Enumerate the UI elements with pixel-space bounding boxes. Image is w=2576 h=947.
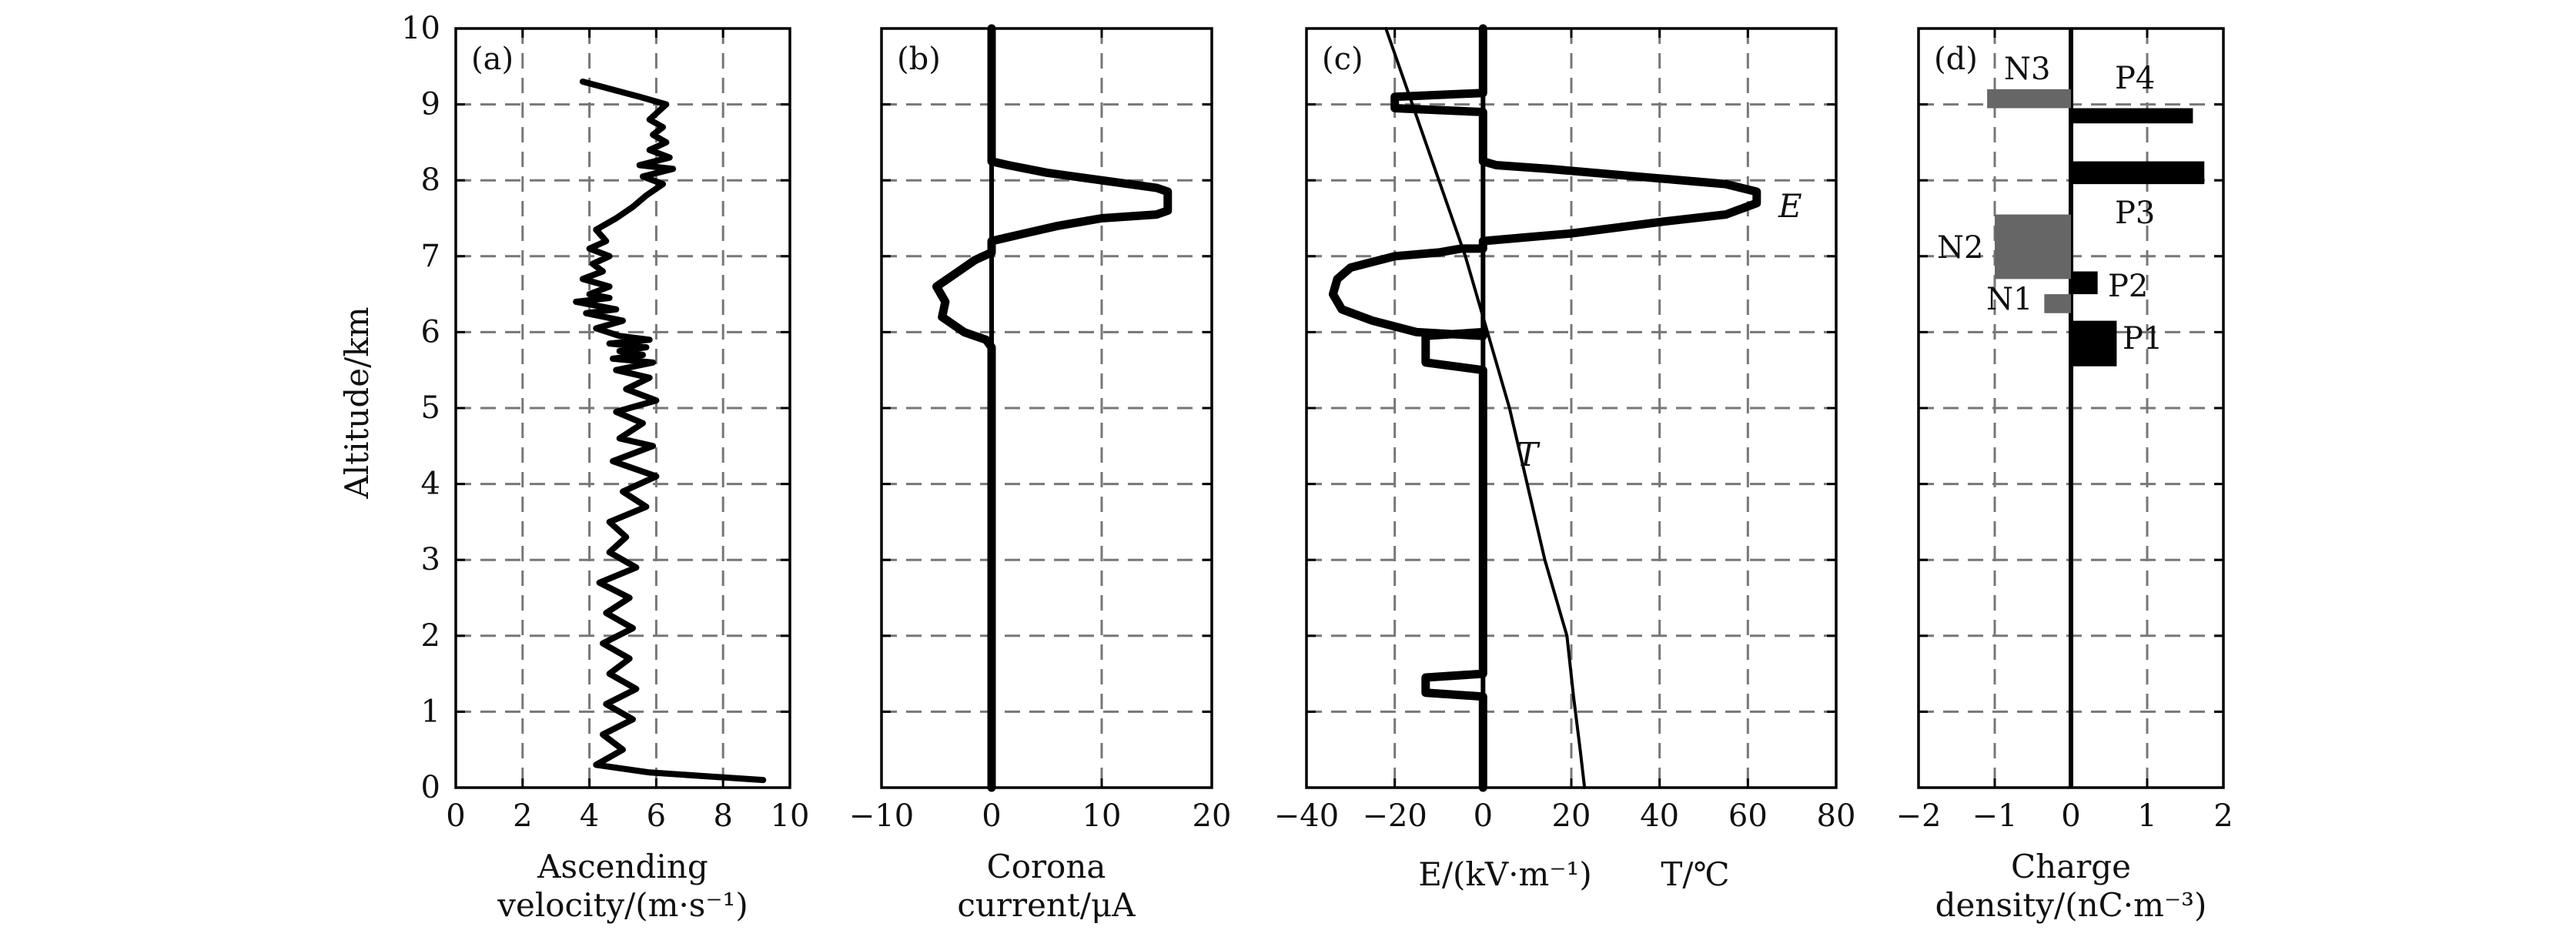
- x-tick-label: 2: [513, 798, 532, 834]
- y-tick-label: 8: [421, 162, 440, 198]
- x-tick-label: −10: [849, 798, 914, 834]
- x-tick-label: 1: [2137, 798, 2156, 834]
- x-tick-label: 2: [2213, 798, 2233, 834]
- x-tick-label: 10: [1082, 798, 1122, 834]
- x-tick-label: 40: [1640, 798, 1679, 834]
- y-axis-title: Altitude/km: [338, 306, 376, 499]
- x-tick-label: 20: [1193, 798, 1232, 834]
- bar-label-N3: N3: [2004, 52, 2050, 87]
- x-tick-label: 0: [2061, 798, 2080, 834]
- bar-label-P2: P2: [2108, 269, 2148, 304]
- bar-P4: [2071, 108, 2193, 124]
- curve-label-T: T: [1517, 436, 1541, 474]
- x-tick-label: 10: [771, 798, 810, 834]
- bar-label-P1: P1: [2123, 321, 2163, 356]
- series-line-E: [1328, 24, 1761, 792]
- x-axis-title-line: Charge: [2011, 848, 2131, 885]
- x-axis-title-line: current/μA: [957, 886, 1136, 924]
- y-tick-label: 10: [401, 11, 440, 46]
- y-tick-label: 4: [421, 467, 440, 502]
- x-tick-label: 0: [1474, 798, 1493, 834]
- bar-N1: [2044, 294, 2071, 313]
- x-axis-title-line: Corona: [987, 848, 1106, 885]
- x-tick-label: 60: [1728, 798, 1768, 834]
- panel-letter: (a): [471, 42, 514, 77]
- bar-label-N2: N2: [1937, 230, 1983, 266]
- panel-c: −40 −20 0 20 40 60 80 (c) E/(kV·m⁻¹) T/℃ E T: [1274, 24, 1856, 893]
- y-tick-label: 9: [421, 87, 440, 122]
- x-tick-label: −40: [1274, 798, 1339, 834]
- series-line: [932, 24, 1173, 792]
- bar-P1: [2071, 320, 2117, 366]
- panel-frame: [1917, 27, 2225, 789]
- panel-frame: [880, 27, 1213, 789]
- bar-label-P4: P4: [2115, 61, 2155, 96]
- series-line: [573, 79, 767, 784]
- bar-P3: [2071, 161, 2205, 185]
- x-tick-label: 4: [580, 798, 599, 834]
- x-axis-title-line: velocity/(m·s⁻¹): [497, 886, 748, 924]
- x-axis-title-line: E/(kV·m⁻¹): [1418, 855, 1592, 893]
- panel-frame: [454, 27, 791, 789]
- panel-letter: (b): [897, 42, 941, 77]
- y-tick-label: 0: [421, 770, 440, 805]
- y-tick-label: 6: [421, 314, 440, 350]
- y-tick-labels: 0 1 2 3 4 5 6 7 8 9 10: [401, 11, 440, 805]
- y-tick-label: 5: [421, 390, 440, 426]
- x-tick-label: 0: [446, 798, 465, 834]
- y-tick-label: 1: [421, 694, 440, 729]
- panel-letter: (d): [1934, 42, 1978, 77]
- bar-N3: [1987, 89, 2071, 109]
- y-tick-label: 3: [421, 542, 440, 577]
- x-tick-label: 20: [1552, 798, 1591, 834]
- y-tick-label: 2: [421, 618, 440, 654]
- x-tick-label: 6: [647, 798, 666, 834]
- x-axis-title-line: Ascending: [537, 848, 708, 885]
- bar-label-N1: N1: [1986, 282, 2032, 317]
- x-tick-label: −20: [1362, 798, 1427, 834]
- x-tick-label: 0: [982, 798, 1001, 834]
- curve-label-E: E: [1778, 187, 1802, 225]
- bar-label-P3: P3: [2115, 196, 2155, 231]
- bar-P2: [2071, 271, 2098, 295]
- panel-frame: [1305, 27, 1838, 789]
- x-axis-title-line: density/(nC·m⁻³): [1935, 886, 2207, 924]
- x-tick-label: −2: [1896, 798, 1942, 834]
- x-tick-label: 80: [1817, 798, 1856, 834]
- x-tick-label: 8: [713, 798, 732, 834]
- bar-N2: [1995, 214, 2071, 279]
- series-line-T: [1384, 27, 1587, 789]
- y-tick-label: 7: [421, 239, 440, 274]
- x-tick-label: −1: [1972, 798, 2018, 834]
- panel-letter: (c): [1322, 42, 1363, 77]
- x-axis-title-line: T/℃: [1661, 855, 1729, 893]
